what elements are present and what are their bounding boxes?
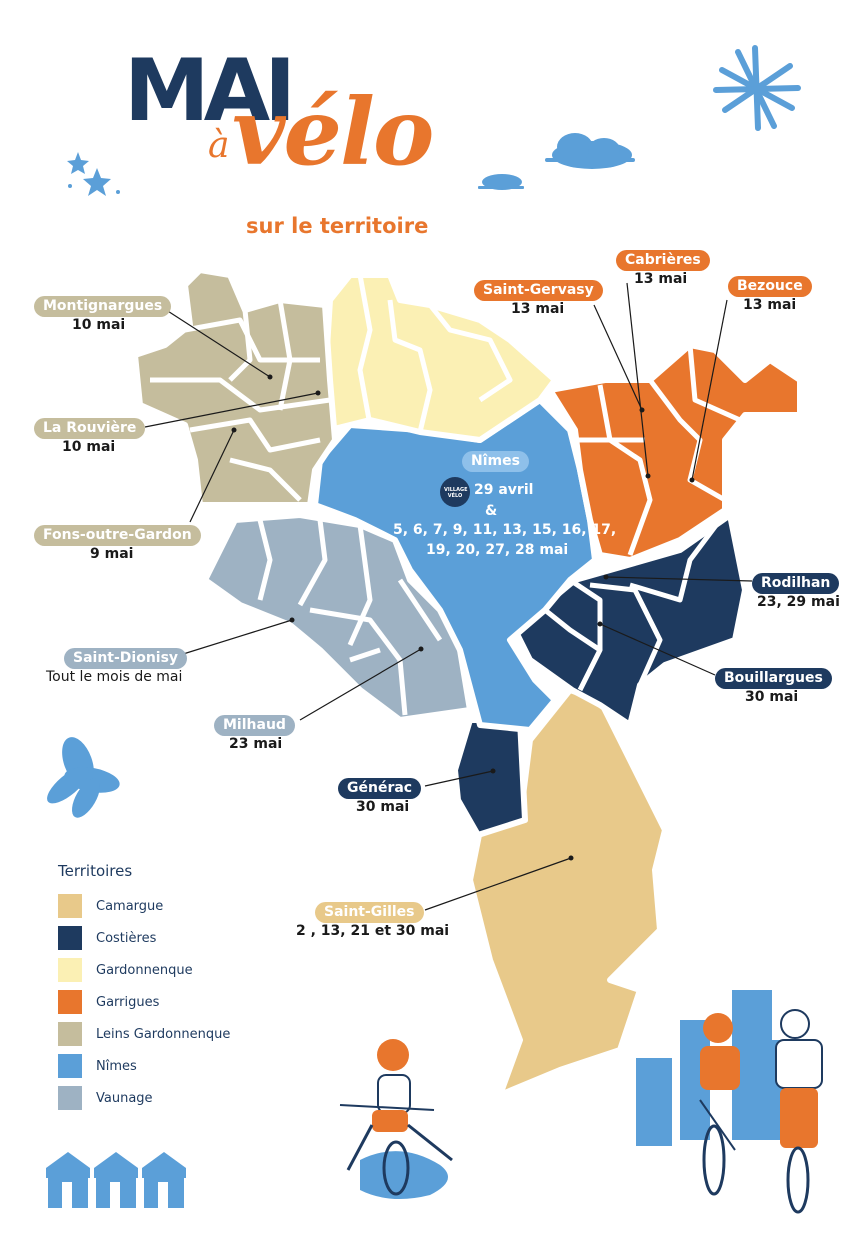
legend-item: Costières: [58, 926, 156, 950]
legend-label: Nîmes: [96, 1058, 137, 1074]
commune-date-saint-gervasy: 13 mai: [511, 301, 565, 317]
village-velo-line2: VÉLO: [447, 493, 463, 499]
commune-date-saint-gilles: 2 , 13, 21 et 30 mai: [296, 923, 450, 939]
legend-item: Leins Gardonnenque: [58, 1022, 230, 1046]
houses-icon: [46, 1152, 186, 1208]
region-camargue: [467, 687, 668, 1098]
legend-label: Camargue: [96, 898, 164, 914]
commune-date-bouillargues: 30 mai: [745, 689, 799, 705]
legend-label: Vaunage: [96, 1090, 153, 1106]
nimes-date-line2: 5, 6, 7, 9, 11, 13, 15, 16, 17,: [393, 522, 617, 538]
commune-label-saint-gilles: Saint-Gilles: [315, 902, 424, 923]
legend-item: Nîmes: [58, 1054, 137, 1078]
commune-label-montignargues: Montignargues: [34, 296, 172, 317]
subtitle: sur le territoire: [246, 214, 429, 238]
legend-item: Camargue: [58, 894, 163, 918]
commune-label-saint-gervasy: Saint-Gervasy: [474, 280, 603, 301]
adults-cyclists-illustration: [636, 990, 823, 1214]
commune-date-bezouce: 13 mai: [743, 297, 797, 313]
nimes-date-line1: 29 avril: [474, 482, 534, 498]
legend-title: Territoires: [58, 862, 133, 880]
legend-swatch: [58, 1022, 82, 1046]
commune-date-saint-dionisy: Tout le mois de mai: [46, 669, 183, 685]
legend-swatch: [58, 1054, 82, 1078]
legend-swatch: [58, 990, 82, 1014]
nimes-label: Nîmes: [462, 451, 529, 472]
legend-label: Costières: [96, 930, 157, 946]
commune-date-la-rouviere: 10 mai: [62, 439, 116, 455]
commune-date-montignargues: 10 mai: [72, 317, 126, 333]
legend-swatch: [58, 958, 82, 982]
star-icon: [713, 45, 801, 131]
commune-label-cabrieres: Cabrières: [616, 250, 710, 271]
commune-label-milhaud: Milhaud: [214, 715, 295, 736]
commune-borders: [150, 274, 742, 716]
commune-label-fons-outre-gardon: Fons-outre-Gardon: [34, 525, 201, 546]
title-connector: à: [208, 125, 230, 166]
village-velo-text: VILLAGE VÉLO: [444, 487, 468, 499]
commune-label-bouillargues: Bouillargues: [715, 668, 832, 689]
child-cyclist-illustration: [339, 1039, 453, 1199]
legend-swatch: [58, 894, 82, 918]
title-mai: MAI: [124, 41, 296, 141]
commune-date-generac: 30 mai: [356, 799, 410, 815]
commune-date-milhaud: 23 mai: [229, 736, 283, 752]
commune-date-cabrieres: 13 mai: [634, 271, 688, 287]
commune-date-rodilhan: 23, 29 mai: [757, 594, 840, 610]
commune-date-fons-outre-gardon: 9 mai: [90, 546, 134, 562]
commune-label-rodilhan: Rodilhan: [752, 573, 840, 594]
commune-label-la-rouviere: La Rouvière: [34, 418, 146, 439]
commune-label-bezouce: Bezouce: [728, 276, 812, 297]
commune-label-saint-dionisy: Saint-Dionisy: [64, 648, 188, 669]
legend-item: Vaunage: [58, 1086, 153, 1110]
nimes-date-line3: 19, 20, 27, 28 mai: [426, 542, 569, 558]
nimes-date-amp: &: [485, 503, 498, 519]
legend-label: Gardonnenque: [96, 962, 193, 978]
legend-swatch: [58, 926, 82, 950]
village-velo-badge: [440, 477, 470, 507]
village-velo-line1: VILLAGE: [444, 487, 468, 493]
leader-lines: [144, 282, 753, 911]
legend-item: Garrigues: [58, 990, 159, 1014]
small-star-icon: [67, 152, 120, 196]
title-velo: vélo: [232, 78, 434, 186]
cloud-icon: [478, 133, 635, 190]
legend-item: Gardonnenque: [58, 958, 193, 982]
flower-icon: [47, 737, 120, 818]
commune-points: [231, 374, 695, 861]
legend-label: Leins Gardonnenque: [96, 1026, 231, 1042]
legend-label: Garrigues: [96, 994, 160, 1010]
commune-label-generac: Générac: [338, 778, 422, 799]
legend-swatch: [58, 1086, 82, 1110]
region-gardonnenque: [322, 272, 558, 443]
